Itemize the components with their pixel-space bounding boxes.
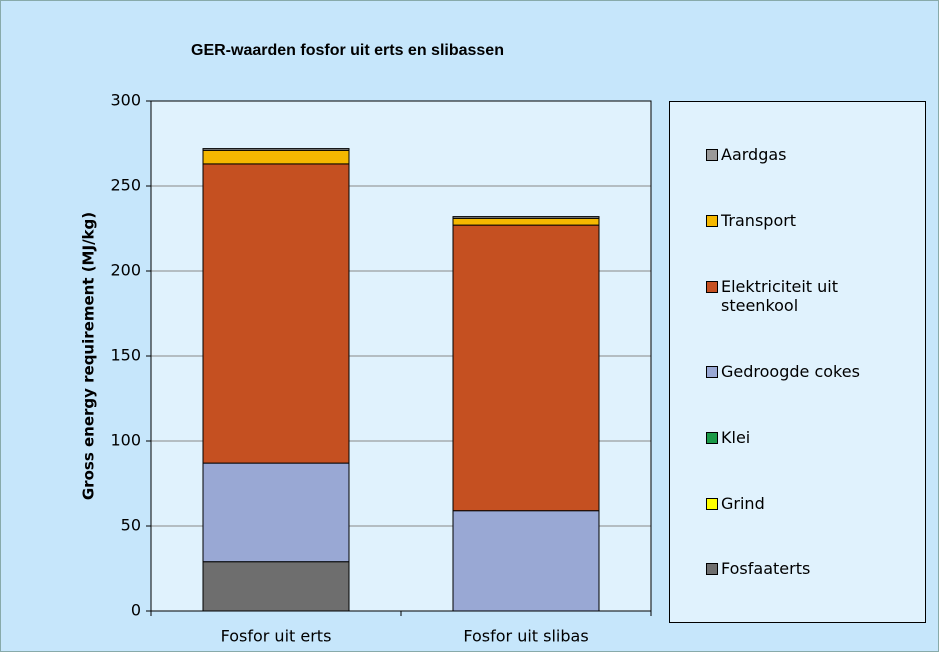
bar-segment (452, 217, 600, 226)
bar-segment (452, 216, 600, 219)
legend-swatch (706, 431, 718, 444)
y-tick-label: 300 (110, 91, 141, 110)
y-tick-label: 150 (110, 346, 141, 365)
bar-segment (202, 561, 350, 612)
legend-item: Grind (706, 494, 906, 513)
legend-label: Elektriciteit uit steenkool (721, 277, 838, 316)
legend-item: Transport (706, 211, 906, 230)
legend-item: Elektriciteit uit steenkool (706, 277, 906, 315)
legend-swatch (706, 497, 718, 510)
legend-label: Klei (721, 427, 751, 447)
legend-swatch (706, 281, 718, 294)
bar-segment (452, 510, 600, 612)
x-tick-label: Fosfor uit erts (221, 627, 332, 646)
legend-item: Klei (706, 428, 906, 447)
y-tick-label: 200 (110, 261, 141, 280)
y-tick-label: 50 (121, 516, 141, 535)
y-tick-label: 100 (110, 431, 141, 450)
y-axis-title: Gross energy requirement (MJ/kg) (80, 212, 98, 500)
legend-item: Aardgas (706, 145, 906, 164)
legend-swatch (706, 563, 718, 576)
bar-segment (202, 462, 350, 563)
bar-segment (202, 148, 350, 151)
y-tick-label: 250 (110, 176, 141, 195)
legend-label: Gedroogde cokes (721, 361, 860, 381)
bar-segment (202, 163, 350, 464)
bar-segment (202, 149, 350, 165)
legend-item: Gedroogde cokes (706, 362, 906, 381)
legend-swatch (706, 149, 718, 162)
legend-swatch (706, 215, 718, 228)
legend-item: Fosfaaterts (706, 559, 906, 578)
legend-label: Aardgas (721, 145, 787, 165)
bar-segment (452, 224, 600, 512)
chart-title: GER-waarden fosfor uit erts en slibassen (191, 42, 504, 59)
legend: Aardgas Transport Elektriciteit uit steenk… (669, 101, 926, 623)
legend-label: Fosfaaterts (721, 559, 811, 579)
x-tick-label: Fosfor uit slibas (463, 627, 588, 646)
legend-label: Transport (721, 211, 797, 231)
legend-swatch (706, 365, 718, 378)
y-tick-label: 0 (131, 601, 141, 620)
legend-label: Grind (721, 493, 765, 513)
